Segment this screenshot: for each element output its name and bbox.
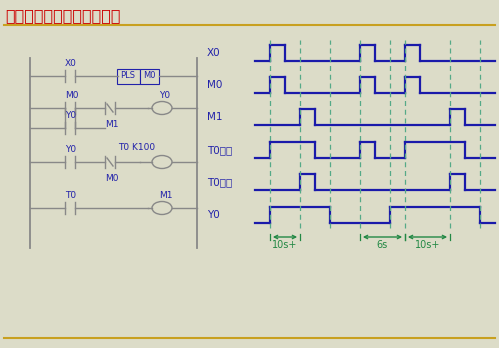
Text: M0: M0 (143, 71, 156, 80)
Text: M1: M1 (159, 191, 173, 200)
FancyBboxPatch shape (117, 69, 141, 84)
Text: X0: X0 (65, 59, 77, 68)
FancyBboxPatch shape (141, 69, 160, 84)
Text: 6s: 6s (377, 240, 388, 250)
Text: T0: T0 (65, 191, 76, 200)
Text: M1: M1 (207, 112, 223, 122)
Text: T0接点: T0接点 (207, 177, 232, 187)
Text: M1: M1 (105, 120, 118, 129)
Text: Y0: Y0 (207, 210, 220, 220)
Text: M0: M0 (207, 80, 223, 90)
Text: Y0: Y0 (159, 91, 170, 100)
Text: M0: M0 (65, 91, 78, 100)
Text: 10s+: 10s+ (415, 240, 440, 250)
Text: 10s+: 10s+ (272, 240, 298, 250)
Text: M0: M0 (105, 174, 118, 183)
Text: 根据控制电路绘元件时序图: 根据控制电路绘元件时序图 (5, 8, 120, 23)
Text: T0 K100: T0 K100 (118, 143, 155, 152)
Text: T0线圈: T0线圈 (207, 145, 232, 155)
Text: PLS: PLS (120, 71, 135, 80)
Text: X0: X0 (207, 48, 221, 58)
Text: Y0: Y0 (65, 145, 76, 154)
Text: Y0: Y0 (65, 111, 76, 120)
